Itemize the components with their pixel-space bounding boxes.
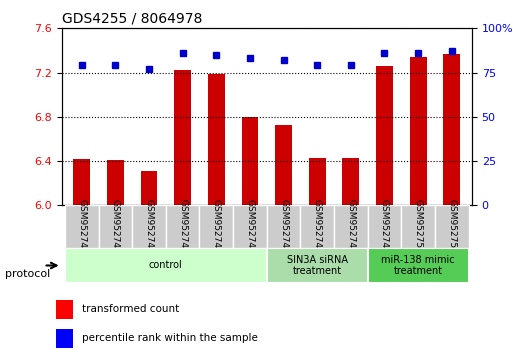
FancyBboxPatch shape [334,205,368,248]
Bar [443,54,460,205]
Text: GSM952750: GSM952750 [413,199,423,254]
Text: GSM952741: GSM952741 [111,199,120,254]
Text: GSM952746: GSM952746 [178,199,187,254]
FancyBboxPatch shape [435,205,468,248]
FancyBboxPatch shape [267,205,301,248]
Text: GSM952740: GSM952740 [77,199,86,254]
Text: GSM952747: GSM952747 [212,199,221,254]
Bar [343,158,359,205]
Text: SIN3A siRNA
treatment: SIN3A siRNA treatment [287,255,348,276]
Bar [55,300,73,319]
FancyBboxPatch shape [233,205,267,248]
Text: miR-138 mimic
treatment: miR-138 mimic treatment [381,255,455,276]
FancyBboxPatch shape [301,205,334,248]
FancyBboxPatch shape [267,248,368,283]
Bar [275,125,292,205]
Bar [141,171,157,205]
FancyBboxPatch shape [65,248,267,283]
Bar [107,160,124,205]
Text: GSM952749: GSM952749 [380,199,389,254]
FancyBboxPatch shape [132,205,166,248]
Text: GSM952742: GSM952742 [145,199,153,254]
Text: control: control [149,261,183,270]
FancyBboxPatch shape [401,205,435,248]
Text: GSM952745: GSM952745 [346,199,356,254]
Bar [410,57,426,205]
Bar [376,66,393,205]
Bar [174,70,191,205]
Text: GSM952751: GSM952751 [447,199,456,254]
Text: transformed count: transformed count [82,304,179,314]
Text: GSM952743: GSM952743 [279,199,288,254]
Bar [208,74,225,205]
Bar [55,329,73,348]
Bar [309,158,326,205]
FancyBboxPatch shape [98,205,132,248]
Text: GSM952744: GSM952744 [313,199,322,254]
Text: percentile rank within the sample: percentile rank within the sample [82,333,258,343]
FancyBboxPatch shape [200,205,233,248]
Text: GSM952748: GSM952748 [245,199,254,254]
Bar [73,159,90,205]
FancyBboxPatch shape [166,205,200,248]
FancyBboxPatch shape [368,205,401,248]
FancyBboxPatch shape [65,205,98,248]
Bar [242,117,259,205]
FancyBboxPatch shape [368,248,468,283]
Text: GDS4255 / 8064978: GDS4255 / 8064978 [62,12,202,26]
Text: protocol: protocol [5,269,50,279]
